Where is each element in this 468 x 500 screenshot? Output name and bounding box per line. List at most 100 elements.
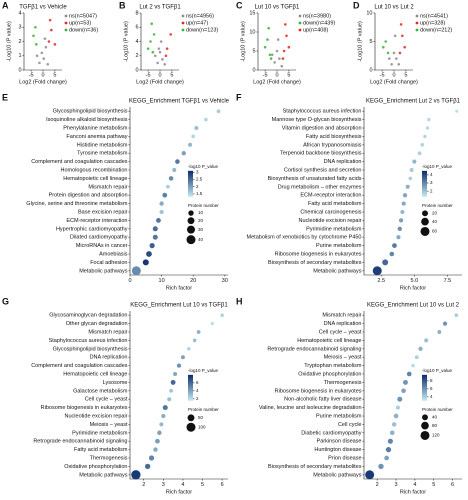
x-tick-label: 3 bbox=[395, 482, 398, 488]
panel-letter: D bbox=[353, 0, 360, 10]
bubble bbox=[131, 266, 141, 276]
size-legend-title: Protein number bbox=[188, 407, 219, 412]
colorbar-tick-label: 2 bbox=[430, 188, 433, 193]
x-axis-label: Rich factor bbox=[166, 285, 192, 291]
bubble bbox=[427, 117, 431, 122]
y-tick-label: MicroRNAs in cancer bbox=[76, 243, 128, 249]
y-tick-label: Other glycan degradation bbox=[66, 321, 128, 327]
y-tick-label: Mismatch repair bbox=[322, 313, 361, 319]
y-tick-label: Glycosphingolipid biosynthesis bbox=[53, 346, 128, 352]
x-tick-label: 20 bbox=[190, 278, 196, 284]
x-tick-label: 0 bbox=[158, 72, 161, 78]
y-tick-label: Purine metabolism bbox=[316, 413, 362, 419]
point bbox=[278, 57, 281, 60]
y-tick-label: Metabolic pathways bbox=[313, 268, 362, 274]
x-tick-label: 3 bbox=[162, 482, 165, 488]
y-tick-label: 10 bbox=[366, 10, 372, 16]
y-tick-label: Nucleotide excision repair bbox=[65, 413, 128, 419]
y-tick-label: 2 bbox=[135, 53, 138, 59]
point bbox=[158, 50, 162, 54]
size-legend-marker bbox=[420, 226, 430, 236]
bubble bbox=[396, 235, 401, 240]
bubble bbox=[155, 438, 160, 444]
point bbox=[50, 28, 53, 32]
y-axis-label: -Log10 (P value) bbox=[357, 21, 363, 62]
size-legend-marker bbox=[186, 235, 196, 245]
bubble bbox=[191, 134, 196, 139]
legend-label: up(n=47) bbox=[186, 20, 208, 26]
point bbox=[156, 61, 159, 65]
legend-label: ns(n=5047) bbox=[69, 13, 97, 19]
y-tick-label: 0 bbox=[252, 67, 255, 73]
point bbox=[398, 51, 402, 55]
y-tick-label: Amoebiasis bbox=[99, 251, 128, 257]
bubble bbox=[393, 413, 399, 419]
bubble bbox=[365, 470, 375, 480]
x-tick-label: 5 bbox=[432, 482, 435, 488]
bubble bbox=[156, 217, 161, 223]
point bbox=[393, 34, 397, 38]
y-tick-label: Cortisol synthesis and secretion bbox=[284, 167, 362, 173]
panel-letter: E bbox=[2, 92, 8, 102]
size-legend-marker bbox=[188, 210, 194, 216]
colorbar-tick-label: 4 bbox=[196, 388, 199, 393]
x-tick-label: 0 bbox=[128, 278, 131, 284]
size-legend-marker bbox=[421, 217, 429, 226]
y-tick-label: Thermogenesis bbox=[324, 380, 362, 386]
point bbox=[169, 33, 172, 36]
y-tick-label: 10 bbox=[249, 29, 255, 35]
bubble bbox=[408, 176, 413, 181]
x-tick-label: 4 bbox=[181, 482, 184, 488]
bubble bbox=[397, 226, 402, 232]
colorbar-tick-label: 8 bbox=[430, 378, 433, 383]
y-tick-label: Huntington disease bbox=[314, 447, 361, 453]
legend-label: down(n=212) bbox=[420, 27, 452, 33]
panel-letter: F bbox=[236, 92, 242, 102]
point bbox=[159, 40, 163, 43]
y-tick-label: Pyrimidine metabolism bbox=[306, 226, 362, 232]
axes bbox=[129, 107, 228, 276]
x-tick-label: 6 bbox=[451, 482, 454, 488]
bubble bbox=[196, 330, 201, 334]
colorbar-tick-label: 2 bbox=[196, 184, 199, 189]
chart-title: KEGG_Enrichment TGFβ1 vs Vehicle bbox=[129, 99, 230, 105]
y-tick-label: Nucleotide excision repair bbox=[299, 218, 362, 224]
axes bbox=[23, 13, 62, 71]
x-tick-label: 7.5 bbox=[444, 278, 452, 284]
bubble bbox=[420, 142, 425, 147]
y-tick-label: Mismatch repair bbox=[88, 329, 127, 335]
y-tick-label: Metabolism of xenobiotics by cytochrome … bbox=[247, 235, 362, 241]
y-tick-label: Cell cycle bbox=[338, 422, 362, 428]
y-tick-label: Hematopoietic cell lineage bbox=[63, 176, 127, 182]
size-legend-marker bbox=[420, 430, 430, 440]
x-tick-label: 4 bbox=[413, 482, 416, 488]
colorbar-tick-label: 6 bbox=[196, 380, 199, 385]
y-tick-label: Galactose metabolism bbox=[73, 388, 128, 394]
x-tick-label: -5 bbox=[263, 72, 268, 78]
y-tick-label: 0 bbox=[369, 67, 372, 73]
size-legend-label: 10 bbox=[198, 210, 204, 215]
point bbox=[152, 33, 156, 36]
x-tick-label: 5 bbox=[201, 482, 204, 488]
y-tick-label: 15 bbox=[249, 10, 255, 16]
chart-title: Lut 10 vs TGFβ1 bbox=[255, 5, 300, 11]
colorbar-tick-label: 4 bbox=[430, 394, 433, 399]
y-tick-label: 6 bbox=[135, 25, 138, 31]
point bbox=[163, 63, 167, 66]
x-tick-label: 5 bbox=[404, 72, 407, 78]
point bbox=[40, 51, 44, 55]
point bbox=[275, 49, 279, 53]
bubble bbox=[389, 430, 395, 436]
x-tick-label: 0 bbox=[41, 72, 44, 78]
size-legend-label: 40 bbox=[432, 415, 438, 420]
size-legend-marker bbox=[187, 414, 195, 422]
y-tick-label: Lysosome bbox=[103, 380, 128, 386]
bubble bbox=[455, 109, 459, 113]
legend-label: ns(n=4541) bbox=[420, 13, 448, 19]
bubble bbox=[409, 168, 414, 172]
y-tick-label: ECM-receptor interaction bbox=[300, 193, 361, 199]
bubble bbox=[168, 176, 174, 181]
size-legend-label: 100 bbox=[198, 424, 206, 429]
x-tick-label: 2 bbox=[376, 482, 379, 488]
bubble bbox=[391, 422, 397, 427]
